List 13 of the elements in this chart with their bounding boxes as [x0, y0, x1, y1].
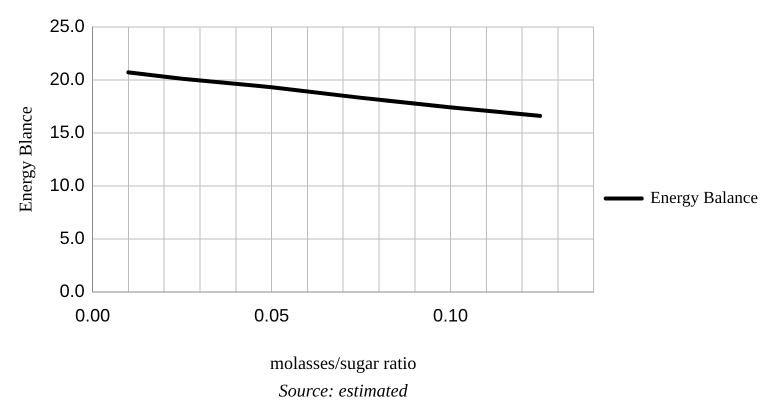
- y-tick-label: 25.0: [50, 16, 85, 36]
- y-tick-label: 5.0: [60, 228, 85, 248]
- x-tick-label: 0.00: [75, 306, 110, 326]
- y-tick-label: 15.0: [50, 122, 85, 142]
- x-axis-title: molasses/sugar ratio: [270, 352, 416, 373]
- y-tick-label: 20.0: [50, 68, 85, 89]
- x-tick-label: 0.05: [254, 306, 290, 326]
- y-axis-title: Energy Blance: [16, 106, 36, 212]
- y-tick-label: 0.0: [60, 280, 85, 301]
- x-tick-label: 0.10: [433, 306, 468, 326]
- source-note: Source: estimated: [278, 380, 409, 401]
- legend-label: Energy Balance: [650, 188, 758, 207]
- y-tick-label: 10.0: [50, 174, 85, 195]
